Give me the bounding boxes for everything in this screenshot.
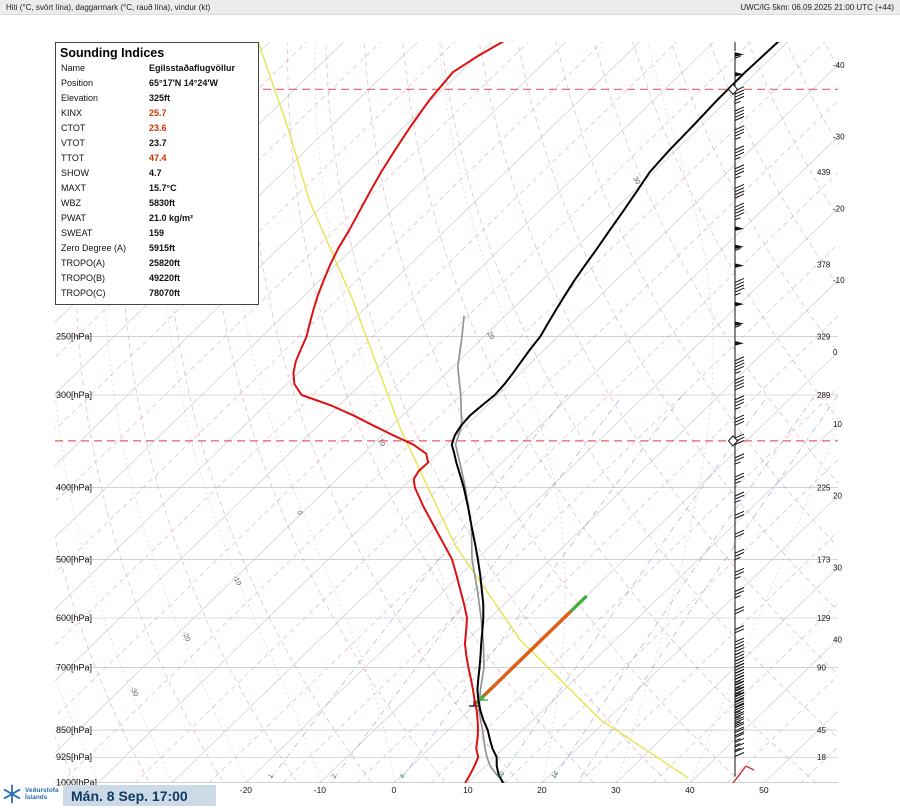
indices-title: Sounding Indices [60,46,165,60]
svg-text:-40: -40 [833,61,845,70]
index-row-ttot: TTOT 47.4 [61,153,167,163]
svg-text:0: 0 [392,785,397,795]
svg-text:-10: -10 [231,575,242,587]
index-row-elevation: Elevation 325ft [61,93,171,103]
svg-text:-10: -10 [833,276,845,285]
valid-time-text: Mán. 8 Sep. 17:00 [71,787,188,804]
top-info-bar: Hiti (°C, svört lína), daggarmark (°C, r… [0,0,900,15]
index-row-ctot: CTOT 23.6 [61,123,167,133]
svg-text:400[hPa]: 400[hPa] [56,483,92,493]
index-row-vtot: VTOT 23.7 [61,138,167,148]
svg-text:1000[hPa]: 1000[hPa] [56,777,97,787]
svg-text:250[hPa]: 250[hPa] [56,331,92,341]
svg-text:-30: -30 [833,133,845,142]
index-row-name: Name Egilsstaðaflugvöllur [61,63,236,73]
svg-text:173: 173 [817,555,831,564]
logo-line-2: Íslands [25,794,48,801]
svg-text:50: 50 [759,785,769,795]
index-row-tropo-a-: TROPO(A) 25820ft [61,258,181,268]
index-row-sweat: SWEAT 159 [61,228,165,238]
index-row-zero-degree-a-: Zero Degree (A) 5915ft [61,243,176,253]
svg-text:30: 30 [611,785,621,795]
svg-text:439: 439 [817,168,831,177]
svg-text:40: 40 [833,635,842,644]
svg-text:90: 90 [817,664,826,673]
svg-text:-20: -20 [833,204,845,213]
index-row-kinx: KINX 25.7 [61,108,167,118]
sounding-indices-panel: Sounding Indices Name Egilsstaðaflugvöllu… [55,42,259,305]
index-row-pwat: PWAT 21.0 kg/m² [61,213,194,223]
index-row-show: SHOW 4.7 [61,168,162,178]
logo-text: Veðurstofa Íslands [25,787,59,801]
svg-text:40: 40 [685,785,695,795]
svg-text:30: 30 [833,563,842,572]
svg-text:0: 0 [295,510,303,517]
svg-text:129: 129 [817,614,831,623]
logo-line-1: Veðurstofa [25,787,59,794]
index-row-position: Position 65°17'N 14°24'W [61,78,219,88]
svg-text:700[hPa]: 700[hPa] [56,663,92,673]
svg-text:-20: -20 [240,785,253,795]
svg-text:10: 10 [463,785,473,795]
index-row-maxt: MAXT 15.7°C [61,183,177,193]
index-row-wbz: WBZ 5830ft [61,198,176,208]
svg-text:45: 45 [817,726,826,735]
wind-barbs [732,42,755,783]
svg-text:289: 289 [817,391,831,400]
valid-time-label: Mán. 8 Sep. 17:00 [63,785,216,806]
svg-text:10: 10 [833,420,842,429]
svg-text:30: 30 [631,176,641,186]
svg-text:300[hPa]: 300[hPa] [56,390,92,400]
svg-text:-20: -20 [180,631,191,643]
svg-text:225: 225 [817,484,831,493]
index-row-tropo-b-: TROPO(B) 49220ft [61,273,181,283]
svg-text:600[hPa]: 600[hPa] [56,613,92,623]
svg-text:329: 329 [817,332,831,341]
svg-text:0: 0 [833,348,838,357]
svg-text:20: 20 [537,785,547,795]
svg-text:1: 1 [267,773,275,780]
svg-text:10: 10 [497,770,507,780]
svg-text:-10: -10 [314,785,327,795]
svg-text:-30: -30 [128,686,139,698]
svg-text:850[hPa]: 850[hPa] [56,725,92,735]
indices-rows: Name Egilsstaðaflugvöllur Position 65°17'N … [56,61,258,301]
imo-logo: Veðurstofa Íslands [2,784,59,804]
model-run-text: UWC/IG 5km: 06.09.2025 21:00 UTC (+44) [740,2,894,12]
svg-text:10: 10 [376,438,386,448]
snowflake-logo-icon [3,784,21,804]
svg-text:378: 378 [817,261,831,270]
index-row-tropo-c-: TROPO(C) 78070ft [61,288,181,298]
svg-text:4: 4 [399,773,407,780]
legend-text: Hiti (°C, svört lína), daggarmark (°C, r… [6,2,211,12]
svg-text:20: 20 [833,492,842,501]
svg-text:20: 20 [485,331,495,341]
svg-text:18: 18 [817,753,826,762]
svg-text:2: 2 [330,773,338,780]
plot-area [55,42,838,783]
svg-text:925[hPa]: 925[hPa] [56,752,92,762]
svg-text:16: 16 [550,770,560,780]
svg-text:500[hPa]: 500[hPa] [56,554,92,564]
axis-labels: 250[hPa] 300[hPa] 400[hPa] 500[hPa] 600[hPa]… [56,61,845,795]
